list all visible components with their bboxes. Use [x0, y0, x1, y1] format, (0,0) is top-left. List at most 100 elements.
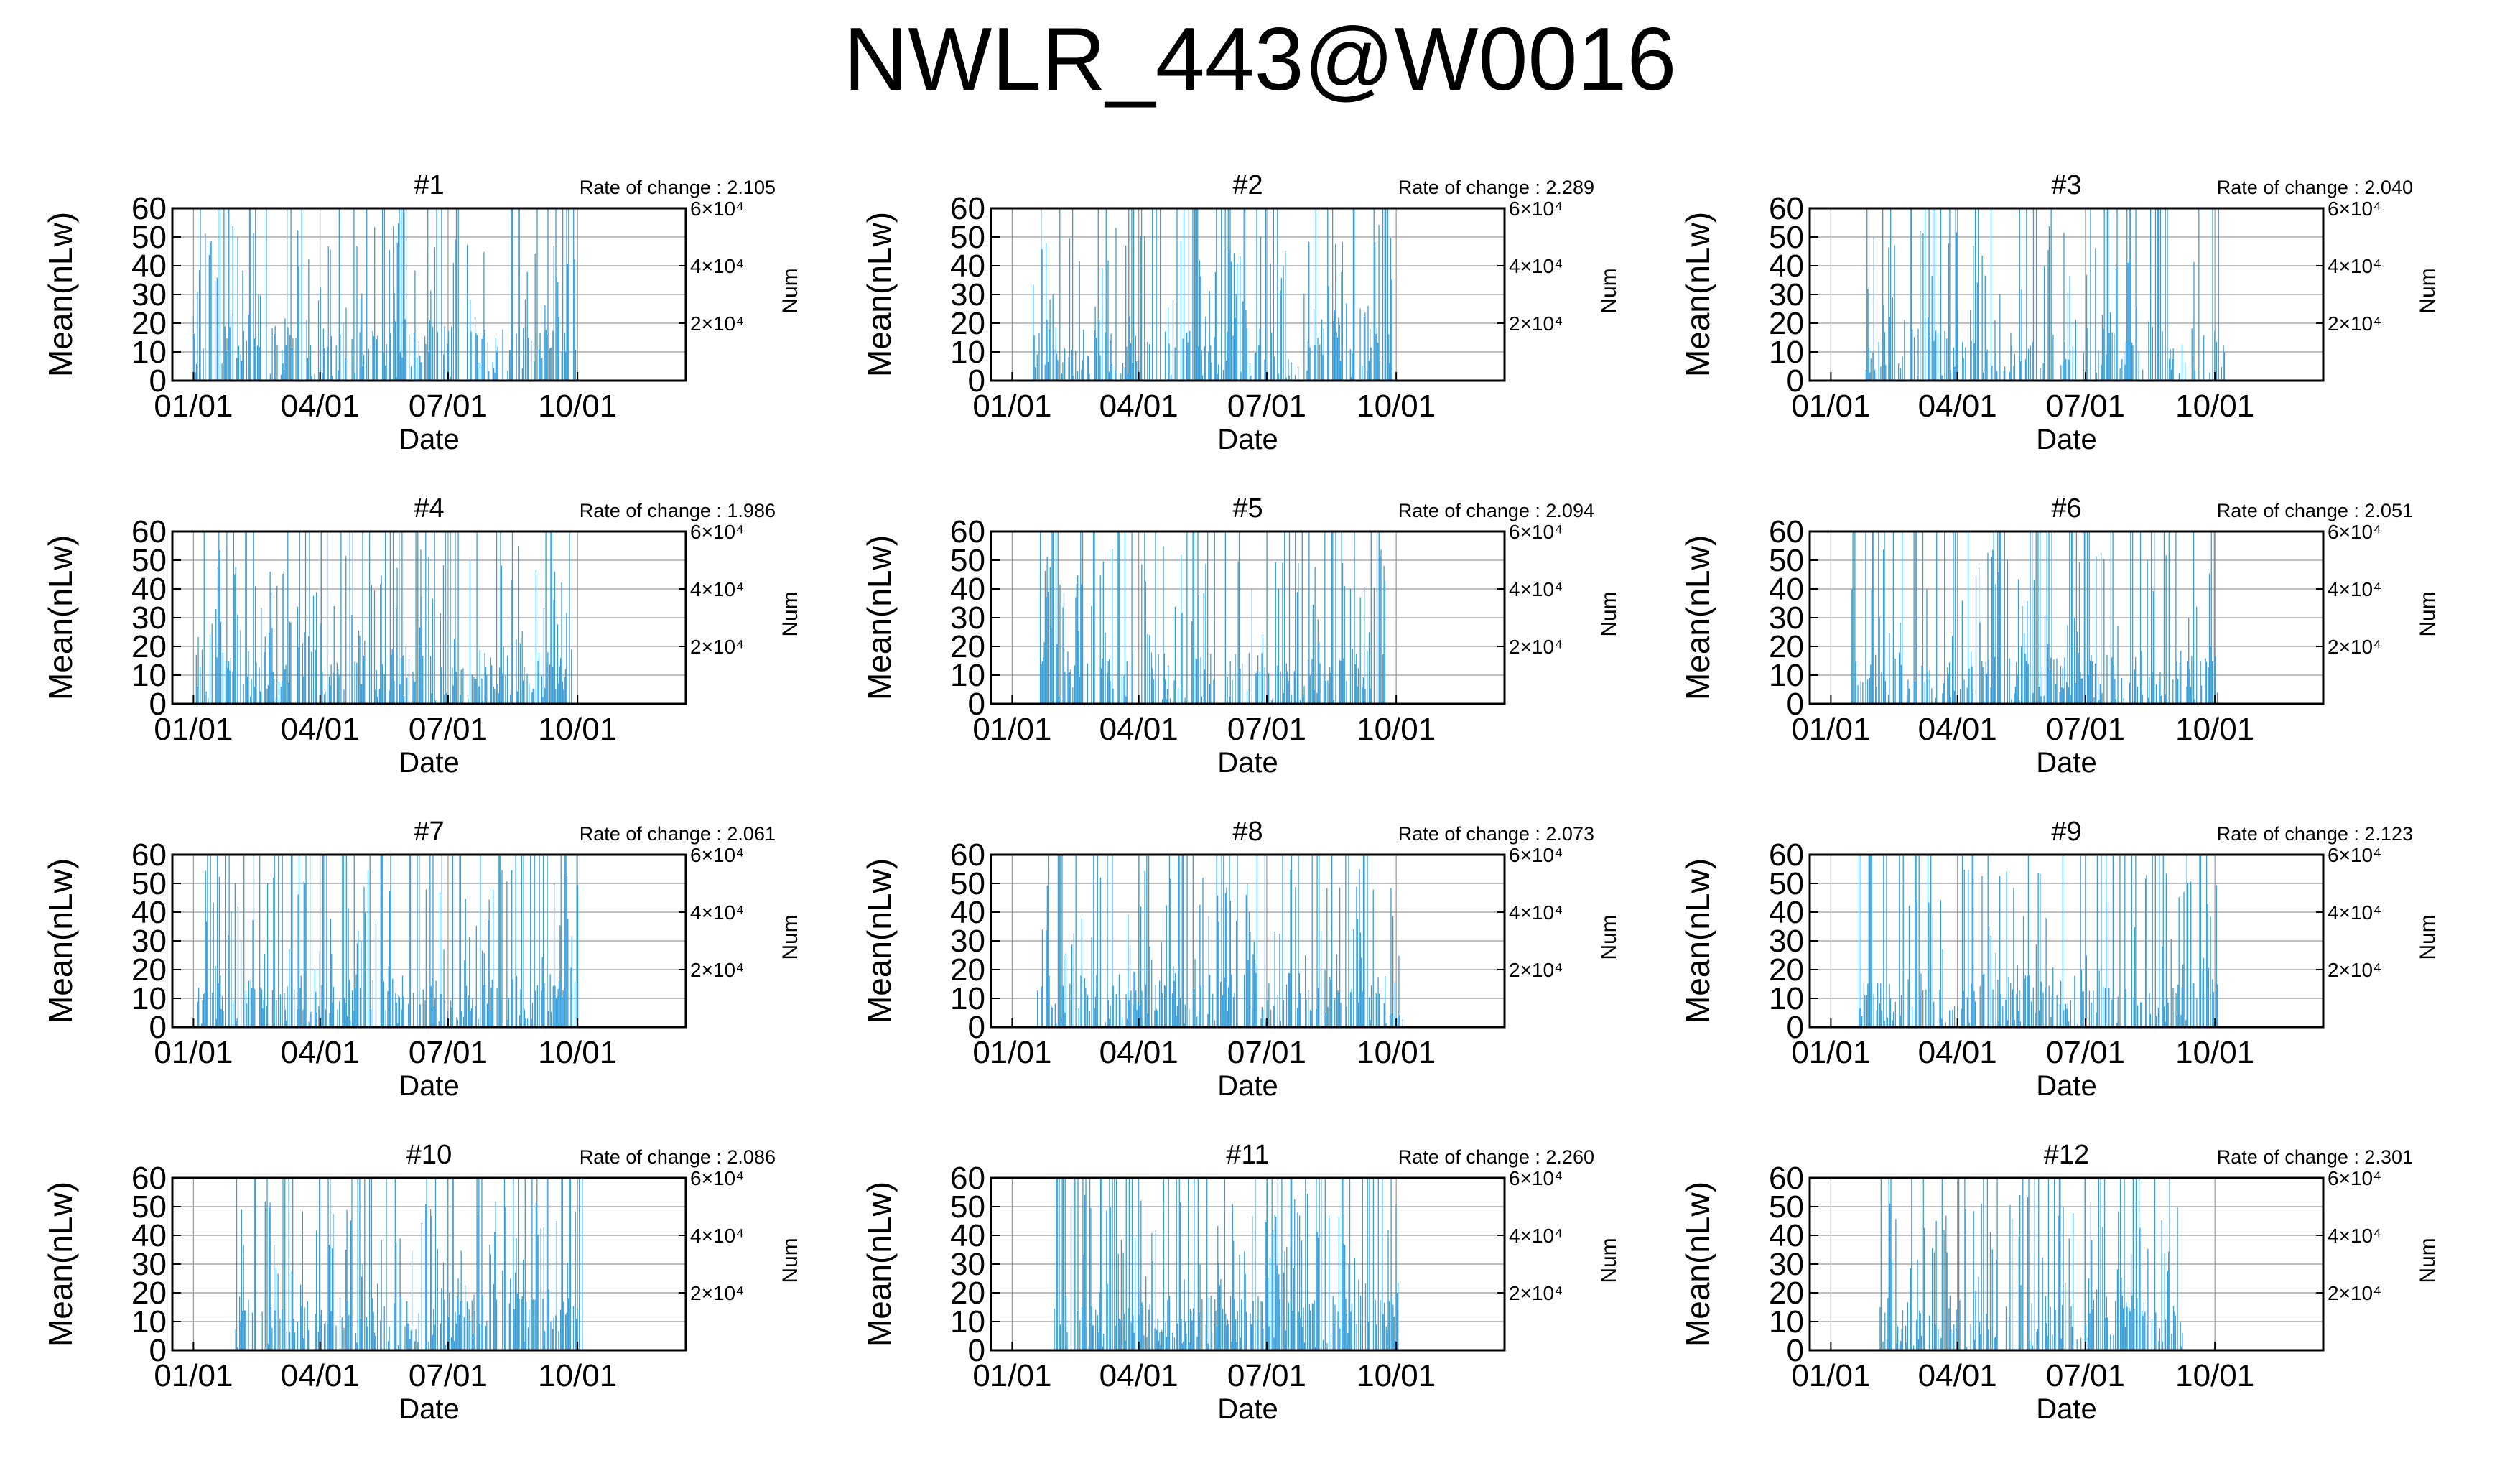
chart-panel: 0 10 20 30 40 50 60 01/01 04/01 07/01 10/01 2×10⁴ 4×…: [840, 804, 1652, 1135]
x-tick-label: 10/01: [1357, 389, 1436, 424]
y2-tick-label: 6×10⁴: [2328, 198, 2381, 220]
y2-tick-label: 4×10⁴: [1509, 1225, 1563, 1247]
y-tick-label: 10: [131, 981, 167, 1016]
y2-tick-label: 4×10⁴: [690, 1225, 744, 1247]
y-tick-label: 40: [131, 1218, 167, 1253]
rate-of-change-label: Rate of change : 2.061: [580, 823, 776, 845]
bar-series: [1865, 208, 2226, 381]
chart-panel: 0 10 20 30 40 50 60 01/01 04/01 07/01 10/01 2×10⁴ 4×…: [22, 481, 833, 812]
panel-title: #4: [414, 493, 444, 524]
chart-panel: 0 10 20 30 40 50 60 01/01 04/01 07/01 10/01 2×10⁴ 4×…: [1659, 158, 2470, 488]
y-tick-label: 20: [131, 952, 167, 988]
x-tick-label: 07/01: [1227, 389, 1306, 424]
y-tick-label: 0: [149, 363, 167, 399]
y2-tick-label: 4×10⁴: [1509, 255, 1563, 277]
bar-series: [1054, 1178, 1399, 1350]
y2-axis-label: Num: [778, 268, 802, 313]
x-axis-label: Date: [1217, 747, 1278, 779]
x-axis-label: Date: [2036, 1393, 2097, 1425]
y-tick-label: 0: [149, 687, 167, 722]
chart-panel: 0 10 20 30 40 50 60 01/01 04/01 07/01 10/01 2×10⁴ 4×…: [840, 1128, 1652, 1458]
y2-tick-label: 4×10⁴: [2328, 255, 2381, 277]
x-tick-label: 01/01: [154, 1358, 233, 1393]
y2-tick-label: 4×10⁴: [690, 901, 744, 924]
y-tick-label: 20: [131, 306, 167, 341]
y-tick-label: 30: [950, 1247, 985, 1282]
x-tick-label: 07/01: [2046, 712, 2125, 747]
x-tick-label: 10/01: [1357, 1358, 1436, 1393]
y-tick-label: 60: [1769, 514, 1804, 549]
x-tick-label: 07/01: [409, 712, 488, 747]
y2-tick-label: 6×10⁴: [1509, 198, 1563, 220]
y-tick-label: 10: [1769, 1304, 1804, 1339]
rate-of-change-label: Rate of change : 1.986: [580, 500, 776, 521]
y-tick-label: 40: [950, 1218, 985, 1253]
y-axis-label: Mean(nLw): [1679, 535, 1716, 700]
x-tick-label: 04/01: [1918, 712, 1997, 747]
y-tick-label: 40: [1769, 895, 1804, 930]
y2-tick-label: 4×10⁴: [1509, 901, 1563, 924]
y-tick-label: 20: [1769, 629, 1804, 664]
y-tick-label: 20: [1769, 1276, 1804, 1311]
chart-panel: 0 10 20 30 40 50 60 01/01 04/01 07/01 10/01 2×10⁴ 4×…: [22, 158, 833, 488]
y-tick-label: 0: [968, 1010, 985, 1045]
y-tick-label: 50: [1769, 1189, 1804, 1225]
panel-title: #9: [2051, 817, 2081, 847]
y-axis-label: Mean(nLw): [860, 1181, 898, 1347]
y2-tick-label: 2×10⁴: [2328, 312, 2381, 335]
y-axis-label: Mean(nLw): [42, 1181, 79, 1347]
y-tick-label: 20: [131, 1276, 167, 1311]
y-tick-label: 50: [131, 866, 167, 901]
y-tick-label: 0: [149, 1010, 167, 1045]
x-axis-label: Date: [399, 747, 460, 779]
y2-tick-label: 6×10⁴: [690, 1167, 744, 1189]
y2-tick-label: 6×10⁴: [690, 521, 744, 543]
y-tick-label: 0: [1787, 1010, 1804, 1045]
y-tick-label: 30: [1769, 924, 1804, 959]
x-tick-label: 10/01: [538, 712, 617, 747]
y-axis-label: Mean(nLw): [42, 858, 79, 1023]
bar-series: [235, 1178, 583, 1350]
y2-tick-label: 2×10⁴: [690, 1282, 744, 1304]
x-tick-label: 10/01: [538, 1358, 617, 1393]
y-tick-label: 50: [950, 543, 985, 578]
y-tick-label: 50: [131, 543, 167, 578]
y-tick-label: 60: [131, 837, 167, 873]
y-tick-label: 60: [950, 837, 985, 873]
y-tick-label: 50: [131, 1189, 167, 1225]
x-tick-label: 04/01: [281, 1035, 360, 1070]
y-tick-label: 30: [950, 924, 985, 959]
bar-series: [1036, 855, 1404, 1027]
rate-of-change-label: Rate of change : 2.260: [1398, 1146, 1594, 1168]
y-tick-label: 50: [1769, 543, 1804, 578]
panel-title: #3: [2051, 170, 2081, 200]
x-tick-label: 07/01: [2046, 1035, 2125, 1070]
y-tick-label: 30: [131, 924, 167, 959]
bar-series: [192, 208, 577, 381]
x-axis-label: Date: [1217, 1393, 1278, 1425]
y-tick-label: 50: [1769, 866, 1804, 901]
x-tick-label: 01/01: [154, 389, 233, 424]
panel-title: #6: [2051, 493, 2081, 524]
x-tick-label: 07/01: [409, 1035, 488, 1070]
y2-tick-label: 2×10⁴: [2328, 1282, 2381, 1304]
y-tick-label: 30: [131, 277, 167, 312]
x-axis-label: Date: [2036, 424, 2097, 455]
bar-series: [1879, 1178, 2183, 1350]
y2-tick-label: 4×10⁴: [2328, 578, 2381, 600]
y-tick-label: 10: [131, 335, 167, 370]
y-tick-label: 50: [950, 866, 985, 901]
y2-axis-label: Num: [778, 591, 802, 636]
x-axis-label: Date: [399, 1070, 460, 1102]
y-tick-label: 60: [131, 1161, 167, 1196]
panel-title: #2: [1232, 170, 1263, 200]
panel-title: #11: [1226, 1140, 1270, 1170]
y-tick-label: 0: [1787, 1333, 1804, 1368]
x-tick-label: 10/01: [2175, 389, 2254, 424]
x-tick-label: 04/01: [1918, 1358, 1997, 1393]
